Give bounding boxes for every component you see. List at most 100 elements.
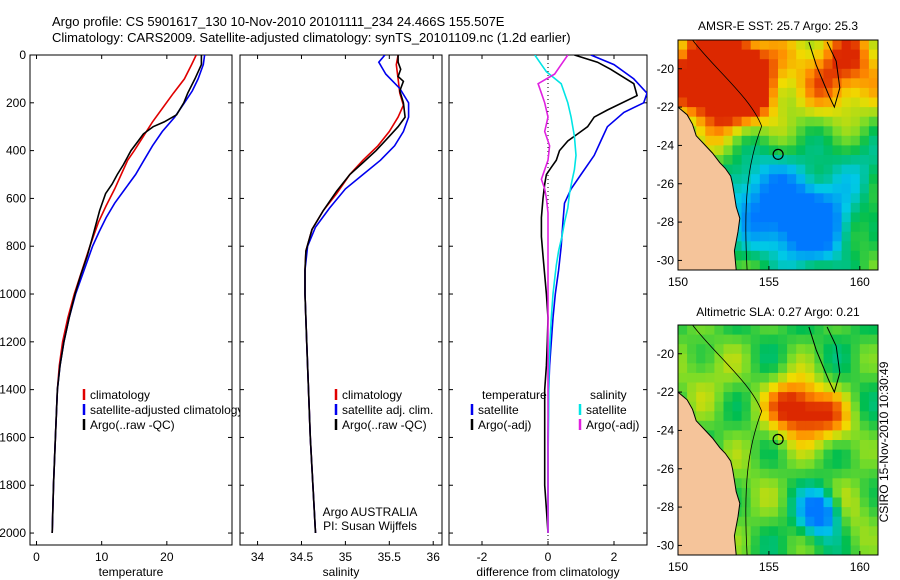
map-cell (714, 430, 725, 441)
map-cell (750, 193, 761, 204)
map-cell (796, 59, 806, 70)
map-cell (778, 97, 788, 108)
map-cell (741, 420, 752, 431)
map-cell (859, 260, 870, 270)
figure-title-line-2: Climatology: CARS2009. Satellite-adjuste… (52, 30, 571, 45)
map-cell (796, 40, 806, 51)
map-cell (768, 97, 779, 108)
map-cell (750, 59, 761, 70)
map-cell (696, 325, 706, 336)
map-cell (787, 164, 797, 175)
map-cell (841, 516, 852, 527)
map-cell (850, 193, 861, 204)
map-cell (787, 250, 797, 261)
map-cell (723, 49, 734, 60)
map-cell (768, 40, 779, 51)
map-cell (868, 174, 878, 185)
map-cell (787, 334, 797, 345)
map-cell (778, 260, 788, 270)
map-cell (696, 334, 706, 345)
map-cell (778, 40, 788, 51)
map-cell (805, 449, 815, 460)
map-cell (850, 222, 861, 233)
map-cell (778, 78, 788, 89)
map-cell (732, 344, 743, 355)
map-cell (714, 392, 725, 403)
map-cell (850, 440, 861, 451)
map-cell (714, 49, 725, 60)
map-cell (714, 155, 725, 166)
map-cell (787, 174, 797, 185)
map-cell (796, 87, 806, 99)
map-cell (750, 174, 761, 185)
reef-contour (808, 41, 841, 109)
map-cell (814, 468, 825, 479)
map-cell (868, 334, 878, 345)
y-tick-label: 0 (19, 48, 26, 62)
map-cell (814, 155, 825, 166)
map-cell (832, 126, 843, 137)
map-cell (859, 49, 870, 60)
map-cell (687, 401, 697, 412)
map-cell (759, 325, 770, 336)
map-cell (750, 325, 761, 336)
map-cell (732, 155, 743, 166)
map-cell (705, 401, 715, 412)
map-cell (787, 449, 797, 460)
plot-frame (239, 54, 443, 546)
map-cell (750, 372, 761, 384)
map-cell (859, 353, 870, 364)
map-cell (859, 116, 870, 127)
map-cell (832, 382, 843, 393)
map-cell (678, 372, 688, 384)
map-cell (741, 40, 752, 51)
map-cell (868, 468, 878, 479)
map-cell (796, 545, 806, 555)
map-cell (768, 487, 779, 499)
map-cell (859, 174, 870, 185)
map-cell (778, 68, 788, 79)
map-cell (759, 97, 770, 108)
map-cell (823, 231, 834, 242)
map-cell (850, 420, 861, 431)
map-cell (705, 116, 715, 127)
map-cell (741, 411, 752, 422)
map-cell (823, 164, 834, 175)
map-cell (787, 459, 797, 470)
map-cell (814, 545, 825, 555)
map-cell (705, 107, 715, 118)
map-cell (832, 334, 843, 345)
map-cell (850, 478, 861, 489)
map-cell (832, 241, 843, 252)
map-cell (868, 164, 878, 175)
map-cell (814, 487, 825, 499)
map-cell (859, 78, 870, 89)
map-cell (678, 68, 688, 79)
map-cell (750, 145, 761, 156)
map-cell (759, 250, 770, 261)
map-cell (741, 325, 752, 336)
map-cell (759, 68, 770, 79)
map-cell (796, 202, 806, 214)
map-cell (750, 526, 761, 537)
map-cell (814, 260, 825, 270)
map-cell (787, 68, 797, 79)
map-cell (787, 507, 797, 518)
map-cell (868, 250, 878, 261)
map-cell (832, 497, 843, 508)
map-cell (768, 49, 779, 60)
map-cell (823, 363, 834, 374)
map-cell (778, 382, 788, 393)
map-cell (841, 78, 852, 89)
map-cell (778, 526, 788, 537)
map-cell (832, 516, 843, 527)
figure-title-line-1: Argo profile: CS 5901617_130 10-Nov-2010… (52, 14, 505, 29)
map-cell (678, 40, 688, 51)
map-cell (850, 68, 861, 79)
map-cell (705, 325, 715, 336)
map-cell (868, 478, 878, 489)
map-cell (868, 440, 878, 451)
map-cell (859, 68, 870, 79)
map-cell (805, 535, 815, 546)
map-cell (741, 174, 752, 185)
